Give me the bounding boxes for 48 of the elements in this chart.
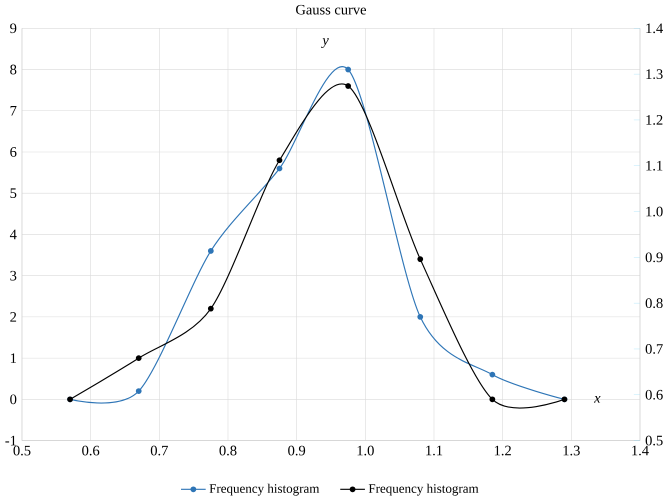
x-tick-label: 1.0 — [358, 446, 374, 456]
x-tick-label: 1.1 — [426, 446, 442, 456]
x-axis-title: x — [594, 396, 600, 403]
y-tick-label: 2 — [10, 312, 16, 322]
x-tick-label: 0.7 — [150, 446, 168, 456]
x-tick-label: 0.8 — [219, 446, 236, 456]
point — [489, 372, 496, 378]
y-tick-label: 8 — [10, 64, 16, 75]
point — [489, 396, 496, 402]
point — [208, 306, 214, 312]
y-tick-label: 1 — [10, 353, 16, 364]
point — [136, 355, 142, 362]
y-tick-label: 5 — [10, 188, 16, 198]
point — [136, 388, 142, 394]
x-tick-label: 1.2 — [494, 446, 511, 456]
point — [208, 248, 214, 254]
x-tick-label: 0.5 — [13, 446, 30, 456]
point — [276, 157, 282, 164]
y2-tick-label: 0.5 — [646, 436, 663, 446]
x-tick-label: 0.6 — [82, 446, 100, 456]
y-tick-label: -1 — [5, 436, 16, 446]
y2-tick-label: 0.6 — [646, 390, 663, 400]
y-axis-title: y — [321, 38, 329, 48]
y2-tick-label: 0.8 — [646, 298, 663, 308]
y2-tick-label: 0.9 — [646, 252, 663, 262]
point — [345, 83, 352, 90]
y2-tick-label: 1.3 — [646, 69, 663, 80]
y2-tick-label: 0.7 — [646, 344, 663, 354]
y2-tick-label: 1.2 — [646, 115, 662, 125]
y-tick-label: 6 — [10, 147, 16, 157]
point — [417, 256, 424, 262]
legend-label: Frequency histogram — [368, 484, 478, 496]
y2-tick-label: 1.4 — [646, 24, 663, 34]
chart-title: Gauss curve — [296, 4, 366, 15]
point — [417, 314, 424, 320]
legend-label: Frequency histogram — [210, 484, 320, 496]
y-tick-label: 3 — [10, 270, 16, 281]
y-tick-label: 4 — [10, 230, 17, 240]
y2-tick-label: 1.0 — [646, 206, 663, 217]
x-tick-label: 0.9 — [288, 446, 306, 456]
y-tick-label: 7 — [10, 106, 16, 116]
point — [345, 66, 352, 73]
y-tick-label: 0 — [10, 394, 16, 404]
y-tick-label: 9 — [10, 24, 16, 34]
x-tick-label: 1.3 — [564, 446, 580, 456]
y2-tick-label: 1.1 — [646, 160, 662, 171]
point — [276, 166, 282, 172]
x-tick-label: 1.4 — [632, 446, 649, 456]
